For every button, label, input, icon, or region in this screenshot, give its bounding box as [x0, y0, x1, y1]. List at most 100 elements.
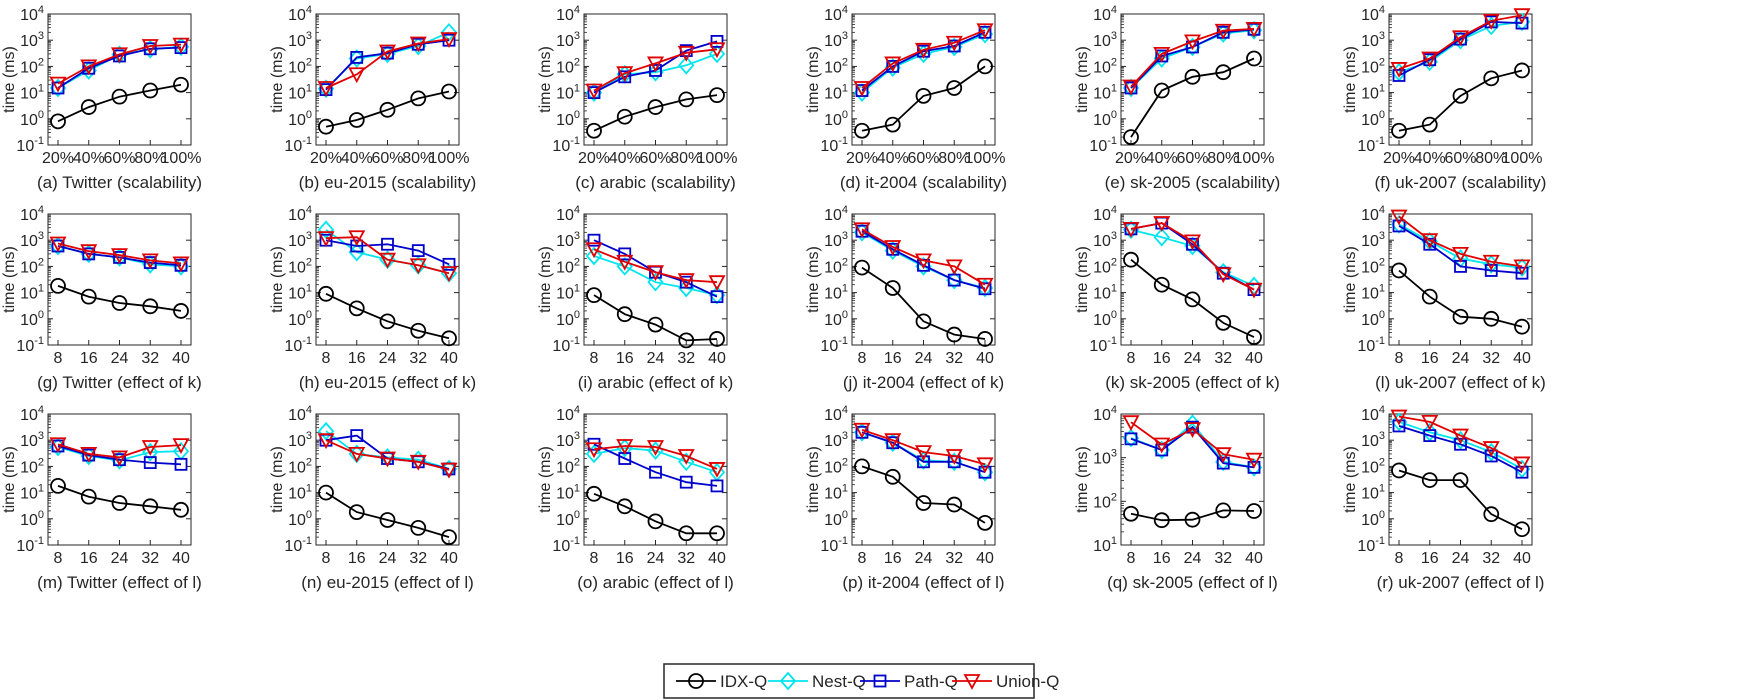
data-point — [440, 462, 458, 479]
data-point — [678, 525, 695, 542]
chart-panel-n: 10-1 100 101 102 103 104 time (ms) 8 16 24 32 40 (n)… — [269, 404, 474, 592]
y-tick-label: 102 — [288, 56, 312, 76]
series-union-q — [317, 433, 458, 479]
data-point — [1391, 122, 1407, 139]
series-line — [861, 228, 986, 286]
data-point — [143, 456, 157, 469]
y-tick-label: 10-1 — [820, 135, 848, 155]
chart-panel-a: 10-1 100 101 102 103 104 time (ms) 20%40%60%80%… — [1, 4, 202, 192]
data-point — [1153, 276, 1170, 293]
y-tick-label: 100 — [20, 109, 44, 129]
data-point — [1483, 70, 1500, 87]
y-tick-label: 102 — [1093, 56, 1117, 76]
y-axis-label: time (ms) — [269, 246, 286, 313]
series-line — [1130, 57, 1255, 138]
data-point — [1421, 51, 1439, 68]
data-point — [587, 233, 601, 247]
series-idx-q — [586, 485, 725, 542]
data-point — [350, 239, 364, 253]
chart-panel-d: 10-1 100 101 102 103 104 time (ms) 20%40%60%80%… — [805, 4, 1007, 192]
data-point — [678, 55, 695, 75]
data-point — [1515, 465, 1529, 479]
series-idx-q — [50, 478, 189, 518]
x-tick-label: 16 — [348, 350, 366, 367]
y-tick-label: 103 — [288, 230, 312, 250]
y-tick-label: 101 — [824, 483, 848, 503]
series-line — [593, 255, 718, 296]
data-point — [1421, 233, 1439, 250]
series-line — [57, 46, 182, 89]
data-point — [915, 495, 932, 511]
x-tick-label: 60% — [1444, 150, 1476, 167]
legend-entry-idx-q: IDX-Q — [676, 672, 767, 691]
data-point — [1122, 415, 1140, 432]
data-point — [410, 90, 427, 107]
series-line — [1398, 223, 1523, 269]
x-tick-label: 8 — [1127, 550, 1136, 567]
data-point — [51, 81, 65, 95]
x-tick-label: 40% — [877, 150, 909, 167]
data-point — [173, 76, 189, 93]
x-tick-label: 32 — [141, 550, 159, 567]
series-idx-q — [1391, 262, 1530, 335]
chart-panel-f: 10-1 100 101 102 103 104 time (ms) 20%40%60%80%… — [1342, 4, 1546, 192]
data-point — [1423, 237, 1437, 251]
chart-panel-p: 10-1 100 101 102 103 104 time (ms) 8 16 24 32 40 (p)… — [805, 404, 1005, 592]
data-point — [111, 495, 128, 511]
data-point — [1153, 227, 1170, 247]
data-point — [914, 42, 933, 59]
data-point — [142, 298, 159, 315]
series-idx-q — [586, 287, 725, 349]
y-tick-label: 103 — [556, 430, 580, 450]
x-tick-label: 20% — [1115, 150, 1147, 167]
panel-title: (k) sk-2005 (effect of k) — [1105, 373, 1279, 392]
x-tick-label: 24 — [647, 550, 665, 567]
data-point — [1215, 502, 1232, 519]
x-tick-label: 100% — [429, 150, 470, 167]
y-tick-label: 101 — [824, 283, 848, 303]
chart-panel-e: 10-1 100 101 102 103 104 time (ms) 20%40%60%80%… — [1074, 4, 1280, 192]
data-point — [1451, 428, 1470, 445]
data-point — [350, 429, 364, 442]
y-tick-label: 102 — [1093, 491, 1117, 511]
data-point — [1153, 82, 1170, 99]
y-tick-label: 102 — [288, 456, 312, 476]
data-point — [110, 248, 129, 264]
series-union-q — [1122, 21, 1263, 96]
x-tick-label: 24 — [647, 350, 665, 367]
plot-frame — [47, 413, 192, 546]
x-tick-label: 80% — [938, 150, 970, 167]
x-tick-label: 100% — [161, 150, 202, 167]
data-point — [586, 485, 602, 502]
series-line — [57, 445, 182, 466]
y-tick-label: 10-1 — [1089, 335, 1117, 355]
series-line — [593, 447, 718, 474]
data-point — [1183, 422, 1202, 439]
data-point — [1482, 441, 1500, 457]
y-axis-label: time (ms) — [1342, 246, 1359, 313]
y-tick-label: 104 — [1361, 4, 1385, 24]
x-tick-label: 40 — [976, 350, 994, 367]
data-point — [854, 458, 870, 475]
y-tick-label: 100 — [824, 509, 848, 529]
data-point — [49, 437, 67, 454]
panel-title: (j) it-2004 (effect of k) — [843, 373, 1004, 392]
y-axis-label: time (ms) — [537, 46, 554, 113]
data-point — [348, 300, 365, 317]
data-point — [649, 465, 662, 479]
data-point — [616, 498, 633, 515]
data-point — [1452, 87, 1469, 104]
y-tick-label: 102 — [20, 56, 44, 76]
data-point — [441, 83, 457, 100]
data-point — [142, 82, 159, 99]
y-tick-label: 103 — [1361, 430, 1385, 450]
data-point — [647, 513, 664, 530]
y-tick-label: 103 — [1361, 230, 1385, 250]
data-point — [1392, 419, 1406, 433]
x-tick-label: 32 — [141, 350, 159, 367]
x-tick-label: 60% — [639, 150, 671, 167]
series-path-q — [319, 233, 456, 271]
data-point — [318, 285, 334, 302]
series-line — [1398, 69, 1523, 132]
series-line — [1398, 20, 1523, 77]
